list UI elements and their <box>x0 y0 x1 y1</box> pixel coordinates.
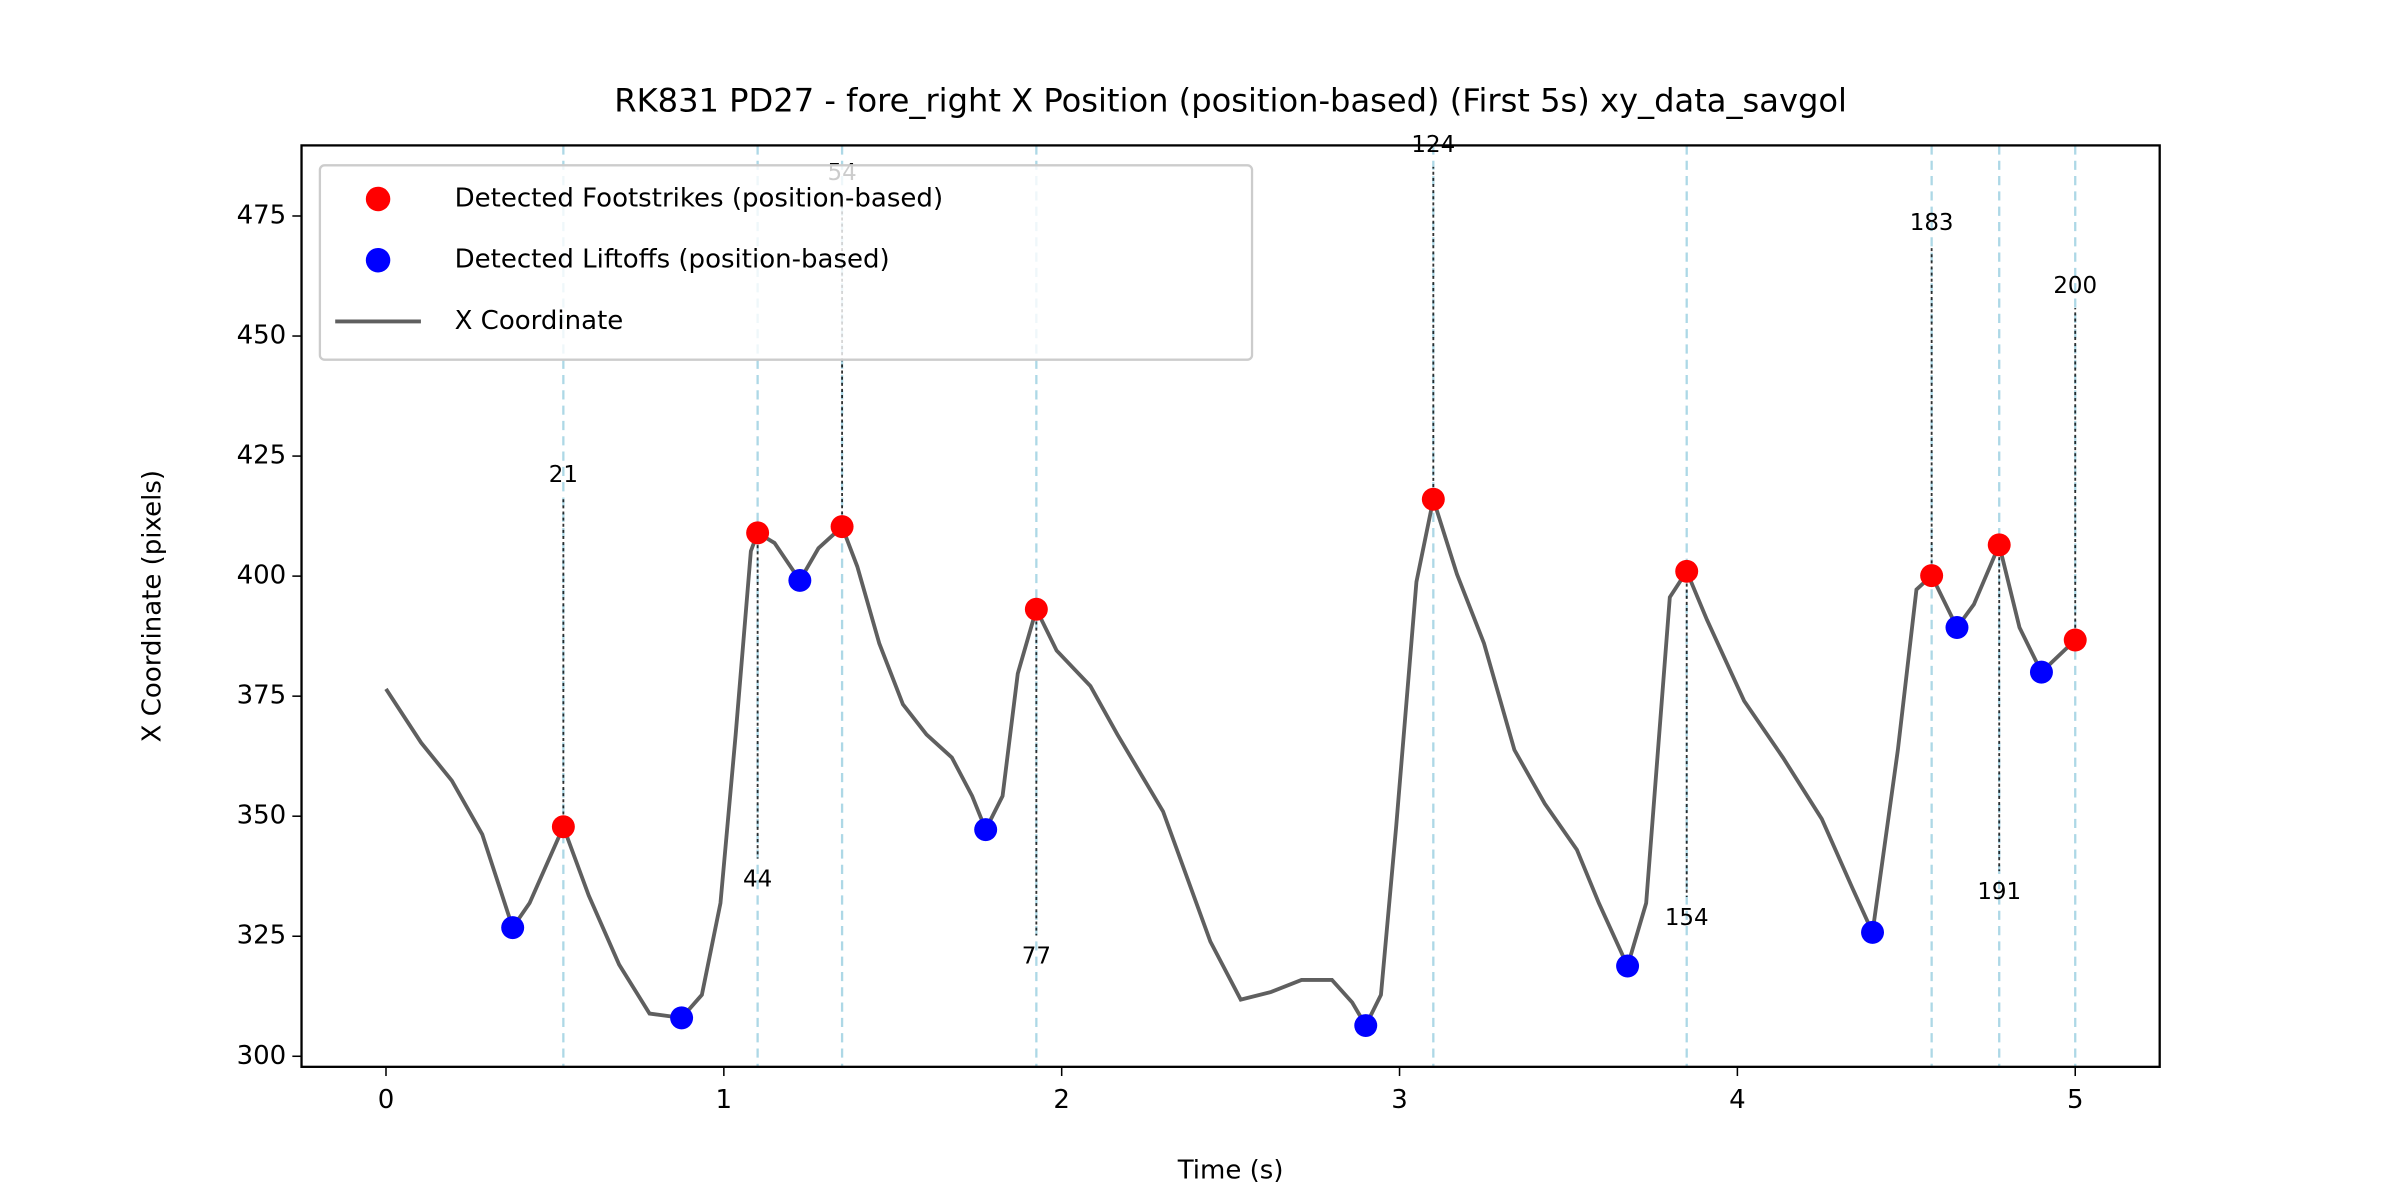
data-point <box>1861 920 1885 944</box>
data-point <box>1024 597 1048 621</box>
y-tick-label: 475 <box>237 200 287 230</box>
legend-label: Detected Liftoffs (position-based) <box>455 245 890 275</box>
frame-label: 44 <box>743 867 772 893</box>
x-tick-label: 5 <box>2067 1085 2084 1115</box>
data-line <box>384 491 2077 1030</box>
x-tick-label: 3 <box>1391 1085 1408 1115</box>
y-tick-label: 450 <box>237 321 287 351</box>
data-point <box>974 818 998 842</box>
data-point <box>746 521 770 545</box>
data-point <box>1354 1014 1378 1038</box>
data-point <box>2063 628 2087 652</box>
legend-swatch <box>365 186 391 212</box>
x-tick-label: 1 <box>716 1085 733 1115</box>
x-tick-label: 0 <box>378 1085 395 1115</box>
y-tick-label: 400 <box>237 561 287 591</box>
frame-label: 200 <box>2053 273 2097 299</box>
legend-label: X Coordinate <box>455 306 624 336</box>
frame-label: 183 <box>1910 210 1954 236</box>
data-point <box>1920 564 1944 588</box>
x-axis-label: Time (s) <box>1177 1155 1284 1185</box>
x-tick-label: 4 <box>1729 1085 1746 1115</box>
data-point <box>1675 559 1699 583</box>
data-point <box>1987 533 2011 557</box>
data-point <box>1945 616 1969 639</box>
data-point <box>670 1006 694 1030</box>
data-point <box>1421 487 1445 511</box>
chart-title: RK831 PD27 - fore_right X Position (posi… <box>614 82 1847 120</box>
data-point <box>830 515 854 539</box>
x-tick-label: 2 <box>1053 1085 1070 1115</box>
legend: Detected Footstrikes (position-based) Det… <box>318 164 1254 361</box>
legend-swatch <box>365 247 391 273</box>
data-point <box>788 568 812 592</box>
legend-box <box>318 164 1254 361</box>
frame-label: 154 <box>1665 905 1709 931</box>
y-tick-label: 425 <box>237 441 287 471</box>
data-point <box>1616 954 1640 978</box>
frame-label: 191 <box>1977 879 2021 905</box>
frame-label: 21 <box>549 462 578 488</box>
y-tick-label: 325 <box>237 921 287 951</box>
y-tick-label: 300 <box>237 1041 287 1071</box>
legend-label: Detected Footstrikes (position-based) <box>455 183 944 213</box>
y-tick-label: 375 <box>237 681 287 711</box>
frame-label: 77 <box>1022 943 1051 969</box>
plot-frame <box>300 144 2161 1068</box>
y-axis-label: X Coordinate (pixels) <box>138 470 168 742</box>
data-point <box>2029 660 2053 684</box>
data-point <box>551 815 575 839</box>
data-point <box>501 916 525 940</box>
y-tick-label: 350 <box>237 801 287 831</box>
